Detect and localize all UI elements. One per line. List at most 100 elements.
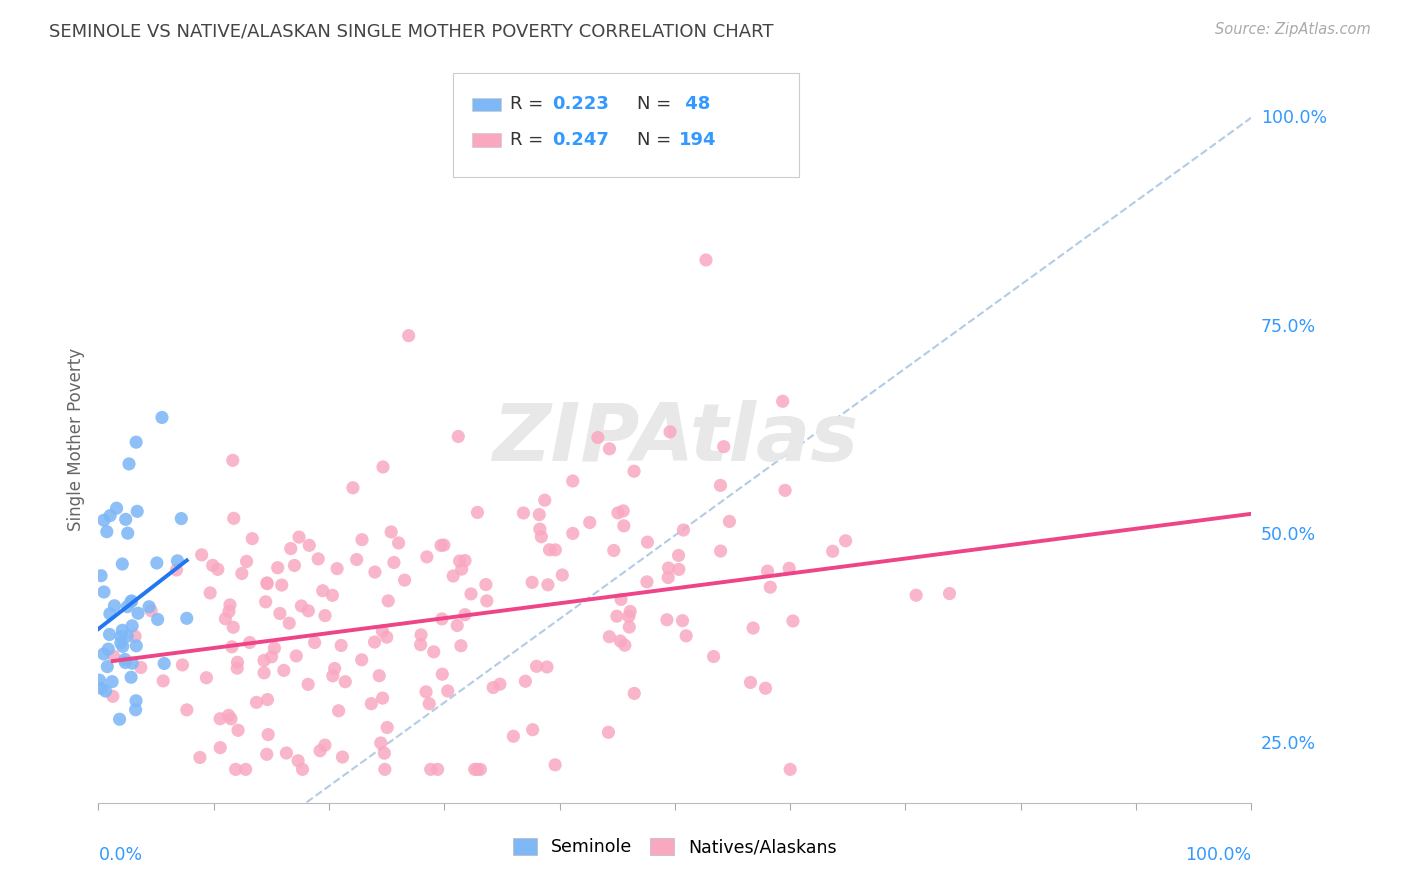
Point xyxy=(96,659,118,673)
Point xyxy=(170,511,193,525)
Point xyxy=(150,410,173,425)
Point xyxy=(371,624,394,639)
Point xyxy=(782,614,804,628)
Point xyxy=(218,708,240,723)
Point xyxy=(166,563,188,577)
Point xyxy=(430,538,453,552)
Point xyxy=(342,481,364,495)
Point xyxy=(121,619,143,633)
Point xyxy=(291,763,314,777)
Point xyxy=(297,604,319,618)
Point xyxy=(260,649,283,664)
Point xyxy=(603,543,626,558)
Point xyxy=(346,552,368,566)
Point xyxy=(433,538,456,552)
Point xyxy=(125,639,148,653)
Point xyxy=(657,561,679,575)
Point xyxy=(225,763,247,777)
Point xyxy=(672,523,695,537)
Point xyxy=(239,635,262,649)
Point xyxy=(426,763,449,777)
Point xyxy=(222,620,245,634)
Point xyxy=(538,542,561,557)
Point xyxy=(253,653,276,667)
Point xyxy=(657,570,679,584)
Point xyxy=(529,522,551,536)
Point xyxy=(938,586,960,600)
Point xyxy=(398,328,420,343)
Text: ZIPAtlas: ZIPAtlas xyxy=(492,401,858,478)
Point xyxy=(636,535,658,549)
Text: SEMINOLE VS NATIVE/ALASKAN SINGLE MOTHER POVERTY CORRELATION CHART: SEMINOLE VS NATIVE/ALASKAN SINGLE MOTHER… xyxy=(49,22,773,40)
Point xyxy=(330,639,353,653)
Text: N =: N = xyxy=(637,95,676,113)
Point xyxy=(710,544,733,558)
Point xyxy=(377,594,399,608)
Point xyxy=(98,508,121,523)
Point xyxy=(454,607,477,622)
Point xyxy=(837,863,859,877)
Point xyxy=(146,556,169,570)
Text: Source: ZipAtlas.com: Source: ZipAtlas.com xyxy=(1215,22,1371,37)
Point xyxy=(668,562,690,576)
Point xyxy=(263,641,285,656)
Point xyxy=(447,429,470,443)
Point xyxy=(312,583,335,598)
Point xyxy=(105,501,128,516)
Point xyxy=(713,440,735,454)
Point xyxy=(176,703,198,717)
Point xyxy=(371,691,394,706)
Point xyxy=(98,627,121,641)
Point xyxy=(363,635,385,649)
Point xyxy=(207,562,229,576)
Point xyxy=(221,640,243,654)
Point xyxy=(821,544,844,558)
Point xyxy=(502,729,524,743)
Point xyxy=(280,541,302,556)
Point xyxy=(609,634,631,648)
Point xyxy=(270,578,292,592)
Point xyxy=(254,595,277,609)
Point xyxy=(222,511,245,525)
Point xyxy=(195,671,218,685)
Point xyxy=(326,561,349,575)
Point xyxy=(219,598,242,612)
Text: 0.247: 0.247 xyxy=(553,131,609,149)
Point xyxy=(529,508,551,522)
Point xyxy=(834,533,856,548)
Point xyxy=(278,616,301,631)
Point xyxy=(360,697,382,711)
Point xyxy=(754,681,776,696)
Point xyxy=(125,694,148,708)
Point xyxy=(226,655,249,669)
Point xyxy=(450,562,472,576)
Point xyxy=(108,712,131,726)
Point xyxy=(668,549,690,563)
Point xyxy=(307,552,329,566)
Point xyxy=(671,614,693,628)
Point xyxy=(742,621,765,635)
Point xyxy=(253,665,276,680)
Point xyxy=(176,611,198,625)
Y-axis label: Single Mother Poverty: Single Mother Poverty xyxy=(66,348,84,531)
Point xyxy=(756,564,779,578)
Point xyxy=(110,630,132,644)
Point xyxy=(578,516,600,530)
Text: R =: R = xyxy=(510,95,550,113)
Point xyxy=(267,560,290,574)
Legend: Seminole, Natives/Alaskans: Seminole, Natives/Alaskans xyxy=(506,831,844,863)
Point xyxy=(283,558,305,573)
Point xyxy=(231,566,253,581)
Point xyxy=(273,664,295,678)
Point xyxy=(124,629,146,643)
Point xyxy=(96,524,118,539)
Point xyxy=(432,667,454,681)
Point xyxy=(659,425,682,439)
Text: 100.0%: 100.0% xyxy=(1261,109,1327,127)
Point xyxy=(235,763,257,777)
Point xyxy=(409,628,432,642)
Point xyxy=(475,577,498,591)
Point xyxy=(188,750,211,764)
Point xyxy=(125,435,148,450)
Point xyxy=(551,568,574,582)
